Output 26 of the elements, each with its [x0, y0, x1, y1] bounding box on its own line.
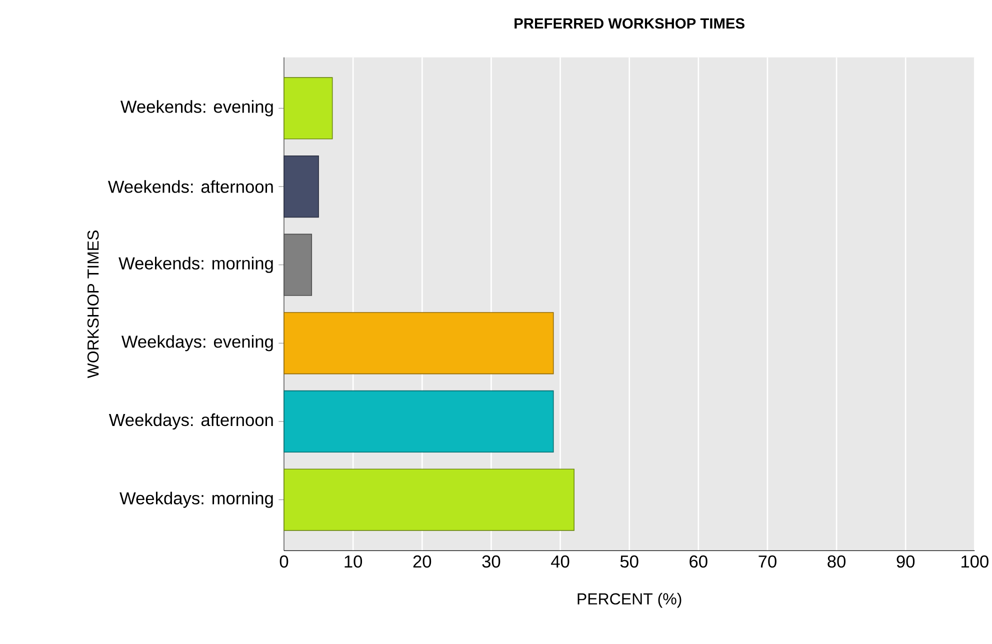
y-tick-label: Weekends: morning [118, 256, 273, 273]
bar [284, 312, 554, 374]
bar [284, 468, 574, 531]
x-tick-label: 50 [620, 555, 638, 568]
y-tick-label: Weekends: evening [120, 100, 273, 116]
x-tick-label: 60 [690, 555, 708, 568]
x-tick-label: 10 [344, 555, 362, 568]
x-tick-label: 90 [896, 555, 915, 568]
y-tick-label: Weekends: afternoon [108, 180, 273, 193]
x-tick-label: 40 [551, 555, 570, 568]
y-axis-title: WORKSHOP TIMES [87, 230, 99, 378]
bar [284, 155, 319, 218]
bar [284, 77, 333, 140]
x-tick-label: 70 [758, 555, 776, 568]
chart-title: PREFERRED WORKSHOP TIMES [514, 18, 744, 29]
x-tick-label: 0 [280, 555, 288, 568]
x-tick-label: 80 [828, 555, 846, 568]
y-tick-label: Weekdays: afternoon [108, 413, 273, 430]
x-axis-title: PERCENT (%) [578, 592, 682, 608]
x-tick-label: 30 [482, 555, 500, 568]
x-tick-label: 100 [962, 555, 988, 568]
y-tick-label: Weekdays: morning [120, 492, 273, 508]
y-tick-label: Weekdays: evening [121, 335, 273, 352]
bar [284, 234, 312, 296]
bar [284, 390, 554, 453]
x-tick-label: 20 [413, 555, 432, 568]
